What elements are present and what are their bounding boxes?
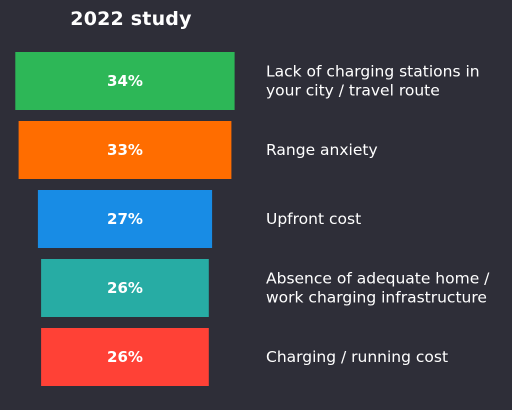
category-label-2: Range anxiety [266, 141, 378, 159]
category-label-4-line-2: work charging infrastructure [266, 289, 487, 307]
bar-value-label-3: 27% [107, 210, 143, 228]
chart-title: 2022 study [70, 8, 192, 30]
category-label-1-line-1: Lack of charging stations in [266, 63, 480, 81]
bar-value-label-4: 26% [107, 279, 143, 297]
bar-value-label-2: 33% [107, 141, 143, 159]
bar-3 [37, 190, 213, 248]
category-label-4-line-1: Absence of adequate home / [266, 270, 490, 288]
bar-4 [41, 259, 209, 317]
bar-2 [18, 121, 232, 179]
bar-value-label-1: 34% [107, 72, 143, 90]
category-label-1-line-2: your city / travel route [266, 82, 440, 100]
category-label-5: Charging / running cost [266, 348, 448, 366]
bar-value-label-5: 26% [107, 348, 143, 366]
bar-1 [15, 52, 235, 110]
category-label-3: Upfront cost [266, 210, 361, 228]
bar-5 [41, 328, 209, 386]
